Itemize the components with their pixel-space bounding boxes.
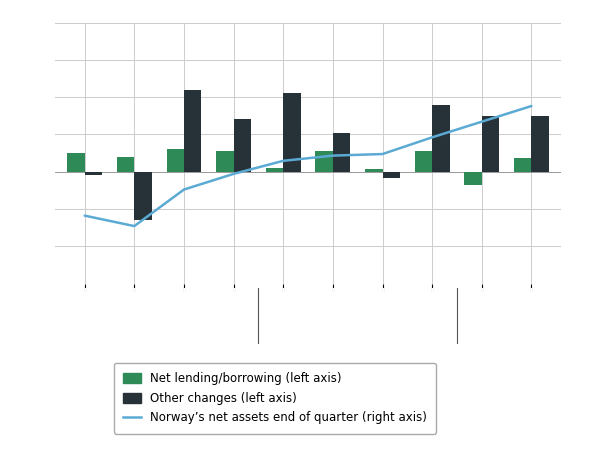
Text: Q3: Q3 (176, 301, 192, 311)
Text: Q4: Q4 (226, 301, 241, 311)
Text: Q1: Q1 (77, 301, 92, 311)
Bar (85, 171, 102, 176)
Bar (167, 149, 184, 171)
Bar (382, 171, 400, 178)
Bar (365, 169, 382, 171)
Text: Q2: Q2 (325, 301, 340, 311)
Bar (117, 157, 134, 171)
Bar (134, 171, 152, 220)
Bar (415, 151, 432, 171)
Text: Q2: Q2 (524, 301, 539, 311)
Bar (333, 133, 350, 171)
Text: 2020: 2020 (343, 328, 372, 338)
Bar (315, 151, 333, 171)
Legend: Net lending/borrowing (left axis), Other changes (left axis), Norway’s net asset: Net lending/borrowing (left axis), Other… (113, 363, 437, 434)
Text: 2019: 2019 (145, 328, 173, 338)
Bar (266, 168, 283, 171)
Bar (283, 93, 301, 171)
Text: Q1: Q1 (276, 301, 291, 311)
Bar (432, 104, 450, 171)
Bar (531, 116, 549, 171)
Text: Q3: Q3 (375, 301, 390, 311)
Bar (464, 171, 482, 185)
Bar (216, 151, 234, 171)
Text: 2021: 2021 (492, 328, 521, 338)
Text: Q2: Q2 (127, 301, 142, 311)
Bar (67, 153, 85, 171)
Text: Q1: Q1 (475, 301, 489, 311)
Bar (184, 90, 201, 171)
Bar (482, 116, 499, 171)
Bar (234, 119, 251, 171)
Bar (514, 158, 531, 171)
Text: Q4: Q4 (425, 301, 440, 311)
